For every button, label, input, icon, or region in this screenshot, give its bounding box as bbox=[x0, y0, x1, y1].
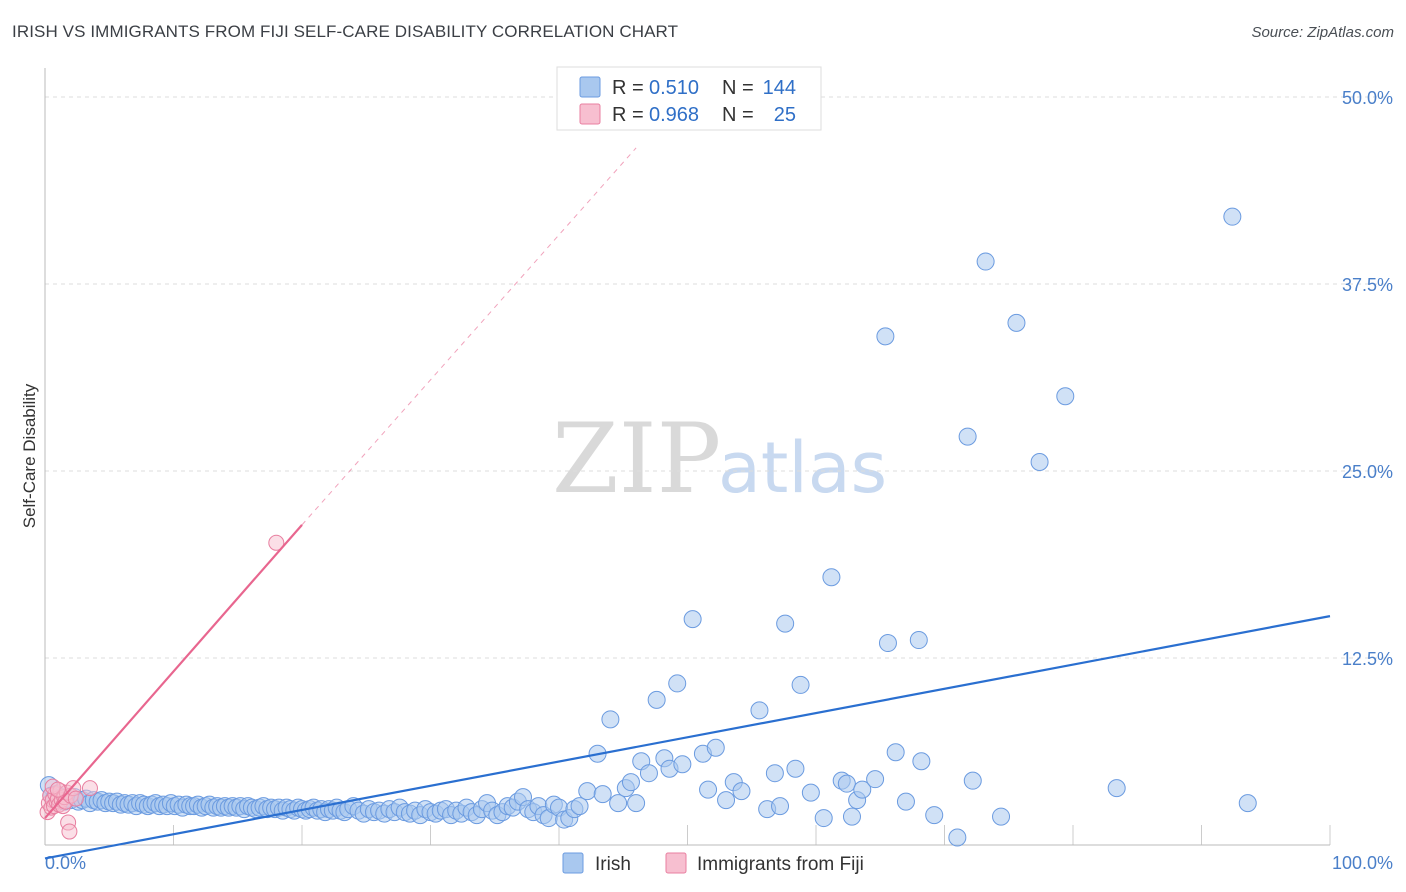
irish-point-178 bbox=[1107, 779, 1126, 798]
y-tick-label-1: 25.0% bbox=[1342, 462, 1393, 482]
legend-swatch-fiji bbox=[579, 103, 601, 125]
irish-point-133 bbox=[627, 794, 646, 813]
irish-point-168 bbox=[909, 631, 928, 650]
source-label: Source: ZipAtlas.com bbox=[1251, 24, 1394, 41]
irish-point-181 bbox=[948, 828, 967, 847]
irish-point-153 bbox=[786, 759, 805, 778]
bottom-legend-swatch-fiji bbox=[665, 852, 687, 874]
legend-r-label-fiji: R = bbox=[612, 104, 644, 126]
axis-layer bbox=[44, 68, 1330, 846]
legend-top: R = 0.510 N = 144 R = 0.968 N = 25 bbox=[556, 66, 822, 131]
y-tick-label-2: 37.5% bbox=[1342, 275, 1393, 295]
legend-box bbox=[556, 66, 822, 131]
irish-point-141 bbox=[683, 610, 702, 629]
fiji-point-17 bbox=[61, 823, 78, 840]
chart-title: IRISH VS IMMIGRANTS FROM FIJI SELF-CARE … bbox=[12, 22, 679, 41]
fiji-trend-extension bbox=[301, 147, 637, 526]
irish-point-136 bbox=[647, 690, 666, 709]
irish-trend-line bbox=[44, 615, 1331, 860]
irish-point-129 bbox=[601, 710, 620, 729]
irish-point-167 bbox=[896, 792, 915, 811]
irish-point-152 bbox=[776, 614, 795, 633]
irish-point-130 bbox=[609, 794, 628, 813]
legend-n-label-irish: N = bbox=[722, 77, 754, 99]
grid-layer bbox=[45, 96, 1385, 845]
irish-point-160 bbox=[842, 807, 861, 826]
y-tick-labels: 12.5% 25.0% 37.5% 50.0% bbox=[1342, 88, 1393, 669]
irish-point-150 bbox=[765, 764, 784, 783]
irish-point-155 bbox=[801, 783, 820, 802]
irish-point-166 bbox=[886, 743, 905, 762]
irish-point-151 bbox=[771, 797, 790, 816]
legend-n-value-fiji: 25 bbox=[774, 104, 796, 126]
legend-r-value-fiji: 0.968 bbox=[649, 104, 699, 126]
irish-point-154 bbox=[791, 675, 810, 694]
fiji-point-23 bbox=[81, 780, 98, 797]
fiji-point-24 bbox=[268, 534, 285, 551]
legend-r-value-irish: 0.510 bbox=[649, 77, 699, 99]
irish-point-135 bbox=[639, 764, 658, 783]
irish-point-180 bbox=[1238, 794, 1257, 813]
fiji-points bbox=[39, 534, 285, 840]
irish-point-125 bbox=[570, 797, 589, 816]
irish-point-174 bbox=[992, 807, 1011, 826]
legend-r-label-irish: R = bbox=[612, 77, 644, 99]
watermark-atlas: atlas bbox=[718, 427, 887, 509]
bottom-legend-irish: Irish bbox=[595, 854, 631, 875]
bottom-legend-fiji: Immigrants from Fiji bbox=[697, 854, 864, 875]
x-tick-label-1: 100.0% bbox=[1332, 853, 1393, 873]
x-tick-labels: 0.0% 100.0% bbox=[45, 853, 1393, 873]
irish-point-164 bbox=[876, 327, 895, 346]
irish-point-126 bbox=[578, 782, 597, 801]
irish-point-172 bbox=[963, 771, 982, 790]
irish-point-156 bbox=[814, 809, 833, 828]
y-tick-label-3: 50.0% bbox=[1342, 88, 1393, 108]
irish-point-175 bbox=[1007, 313, 1026, 332]
fiji-point-22 bbox=[49, 781, 66, 798]
irish-point-165 bbox=[878, 634, 897, 653]
irish-point-177 bbox=[1056, 387, 1075, 406]
irish-point-179 bbox=[1223, 207, 1242, 226]
y-tick-label-0: 12.5% bbox=[1342, 649, 1393, 669]
irish-point-163 bbox=[866, 770, 885, 789]
irish-point-145 bbox=[717, 791, 736, 810]
irish-point-171 bbox=[958, 427, 977, 446]
irish-points bbox=[39, 207, 1257, 847]
irish-point-157 bbox=[822, 568, 841, 587]
irish-point-143 bbox=[699, 780, 718, 799]
irish-point-128 bbox=[593, 785, 612, 804]
bottom-legend-swatch-irish bbox=[562, 852, 584, 874]
x-tick-label-0: 0.0% bbox=[45, 853, 86, 873]
irish-point-144 bbox=[706, 738, 725, 757]
irish-point-147 bbox=[732, 782, 751, 801]
legend-bottom: Irish Immigrants from Fiji bbox=[562, 852, 864, 875]
irish-point-176 bbox=[1030, 453, 1049, 472]
trend-lines bbox=[44, 147, 1331, 860]
irish-point-169 bbox=[912, 752, 931, 771]
legend-n-value-irish: 144 bbox=[763, 77, 796, 99]
legend-swatch-irish bbox=[579, 76, 601, 98]
irish-point-159 bbox=[837, 774, 856, 793]
y-axis-label: Self-Care Disability bbox=[20, 383, 39, 528]
irish-point-132 bbox=[621, 773, 640, 792]
irish-point-173 bbox=[976, 252, 995, 271]
legend-n-label-fiji: N = bbox=[722, 104, 754, 126]
irish-point-140 bbox=[673, 755, 692, 774]
irish-point-162 bbox=[853, 780, 872, 799]
watermark-zip: ZIP bbox=[552, 403, 721, 515]
irish-point-139 bbox=[668, 674, 687, 693]
irish-point-170 bbox=[925, 806, 944, 825]
fiji-trend-line bbox=[44, 524, 303, 819]
irish-point-148 bbox=[750, 701, 769, 720]
fiji-point-20 bbox=[67, 790, 84, 807]
